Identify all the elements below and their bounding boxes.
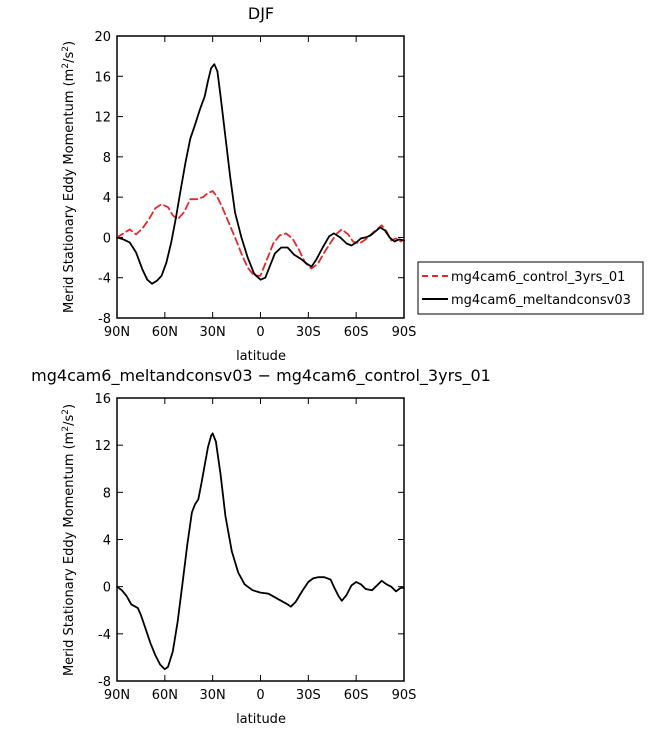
top-x-axis-label: latitude bbox=[236, 349, 286, 364]
x-tick-label: 90S bbox=[392, 325, 417, 340]
top-x-axis: 90N 60N 30N 0 30S 60S 90S bbox=[104, 36, 417, 340]
y-tick-label: 4 bbox=[103, 191, 111, 206]
y-tick-label: -8 bbox=[98, 312, 111, 327]
x-tick-label: 0 bbox=[256, 325, 264, 340]
series-line-1 bbox=[116, 63, 405, 285]
top-panel: DJF -8 -4 0 4 8 12 16 20 90N 60N 30N 0 30S 60S 90S la… bbox=[61, 4, 644, 364]
bottom-plot-frame bbox=[116, 397, 405, 682]
x-tick-label: 0 bbox=[256, 688, 264, 703]
legend: mg4cam6_control_3yrs_01 mg4cam6_meltandc… bbox=[417, 261, 644, 315]
x-tick-label: 30S bbox=[296, 325, 321, 340]
bottom-series-lines bbox=[116, 432, 405, 671]
legend-label-control: mg4cam6_control_3yrs_01 bbox=[451, 270, 625, 285]
y-tick-label: -4 bbox=[98, 628, 111, 643]
bottom-panel: mg4cam6_meltandconsv03 − mg4cam6_control… bbox=[31, 366, 491, 727]
x-tick-label: 60S bbox=[344, 688, 369, 703]
x-tick-label: 90N bbox=[104, 688, 130, 703]
y-tick-label: -8 bbox=[98, 675, 111, 690]
y-tick-label: 8 bbox=[103, 151, 111, 166]
x-tick-label: 30N bbox=[200, 325, 226, 340]
x-tick-label: 60N bbox=[152, 325, 178, 340]
x-tick-label: 90N bbox=[104, 325, 130, 340]
x-tick-label: 60S bbox=[344, 325, 369, 340]
y-tick-label: 12 bbox=[94, 439, 111, 454]
y-tick-label: 16 bbox=[94, 392, 111, 407]
bottom-y-axis-label: Merid Stationary Eddy Momentum (m2/s2) bbox=[61, 404, 77, 676]
y-tick-label: 8 bbox=[103, 486, 111, 501]
bottom-x-axis-label: latitude bbox=[236, 712, 286, 727]
y-tick-label: 16 bbox=[94, 70, 111, 85]
x-tick-label: 30S bbox=[296, 688, 321, 703]
top-y-axis-label: Merid Stationary Eddy Momentum (m2/s2) bbox=[61, 41, 77, 313]
top-chart-title: DJF bbox=[248, 4, 274, 23]
bottom-y-axis: -8 -4 0 4 8 12 16 bbox=[94, 392, 404, 690]
x-tick-label: 30N bbox=[200, 688, 226, 703]
y-tick-label: 12 bbox=[94, 111, 111, 126]
y-tick-label: 4 bbox=[103, 534, 111, 549]
legend-label-meltandconsv: mg4cam6_meltandconsv03 bbox=[451, 293, 631, 308]
y-tick-label: 0 bbox=[103, 231, 111, 246]
series-line-0 bbox=[116, 190, 405, 277]
top-y-axis: -8 -4 0 4 8 12 16 20 bbox=[94, 30, 404, 327]
top-series-lines bbox=[116, 63, 405, 285]
bottom-chart-title: mg4cam6_meltandconsv03 − mg4cam6_control… bbox=[31, 366, 491, 386]
y-tick-label: 0 bbox=[103, 581, 111, 596]
x-tick-label: 60N bbox=[152, 688, 178, 703]
x-tick-label: 90S bbox=[392, 688, 417, 703]
legend-box bbox=[417, 261, 644, 315]
y-tick-label: -4 bbox=[98, 272, 111, 287]
y-tick-label: 20 bbox=[94, 30, 111, 45]
series-line-0 bbox=[116, 432, 405, 671]
bottom-x-axis: 90N 60N 30N 0 30S 60S 90S bbox=[104, 398, 417, 703]
